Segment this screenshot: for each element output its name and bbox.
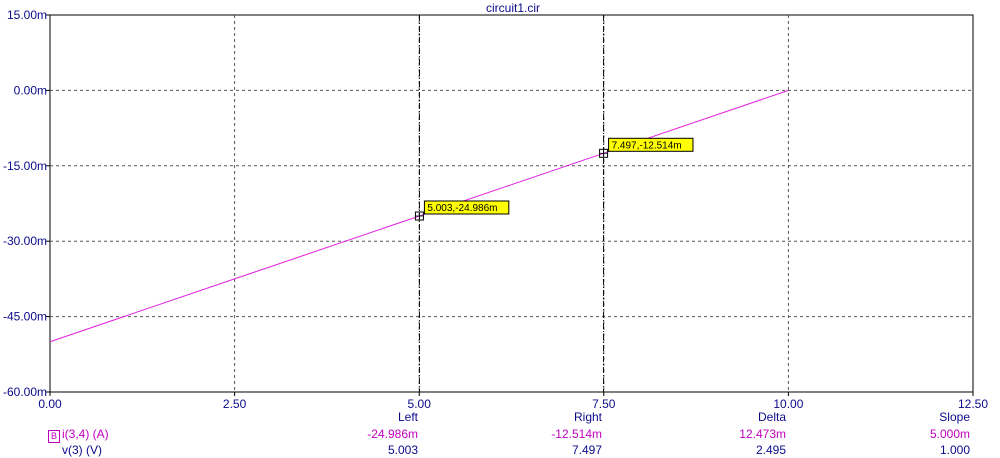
cursor-readout-box — [608, 137, 694, 152]
plot-frame — [49, 14, 974, 393]
x-tick-label: 5.00 — [408, 397, 432, 410]
cursor-readout-label: 7.497,-12.514m — [612, 140, 682, 151]
x-tick-label: 2.50 — [223, 397, 247, 410]
header-slope: Slope — [939, 410, 970, 424]
current-slope-value: 5.000m — [929, 427, 970, 441]
trace-label-voltage[interactable]: v(3) (V) — [62, 443, 102, 457]
y-tick-label: 15.00m — [7, 8, 47, 22]
y-tick-label: -30.00m — [3, 234, 47, 248]
voltage-right-value: 7.497 — [571, 443, 602, 457]
y-tick-label: -45.00m — [3, 310, 47, 324]
x-tick-label: 10.00 — [773, 397, 803, 410]
cursor-readout-label: 5.003,-24.986m — [427, 203, 497, 214]
cursor-readout-box — [423, 200, 510, 215]
y-tick-label: -15.00m — [3, 159, 47, 173]
voltage-left-value: 5.003 — [387, 443, 418, 457]
voltage-slope-value: 1.000 — [939, 443, 970, 457]
y-tick-label: 0.00m — [14, 83, 47, 97]
x-tick-label: 7.50 — [592, 397, 616, 410]
y-tick-label: -60.00m — [3, 385, 47, 399]
x-tick-label: 12.50 — [958, 397, 988, 410]
chart-title: circuit1.cir — [486, 1, 540, 15]
trace-b-icon: B — [48, 430, 60, 443]
header-right: Right — [573, 410, 602, 424]
x-tick-label: 0.00 — [38, 397, 62, 410]
current-left-value: -24.986m — [367, 427, 418, 441]
current-delta-value: 12.473m — [739, 427, 786, 441]
header-left: Left — [397, 410, 418, 424]
plot-area[interactable]: circuit1.cir 0.00 2.50 5.00 7.50 10.00 12.50 1… — [0, 0, 1000, 410]
header-delta: Delta — [757, 410, 786, 424]
trace-name: i(3,4) (A) — [62, 427, 109, 441]
current-right-value: -12.514m — [551, 427, 602, 441]
voltage-delta-value: 2.495 — [755, 443, 786, 457]
